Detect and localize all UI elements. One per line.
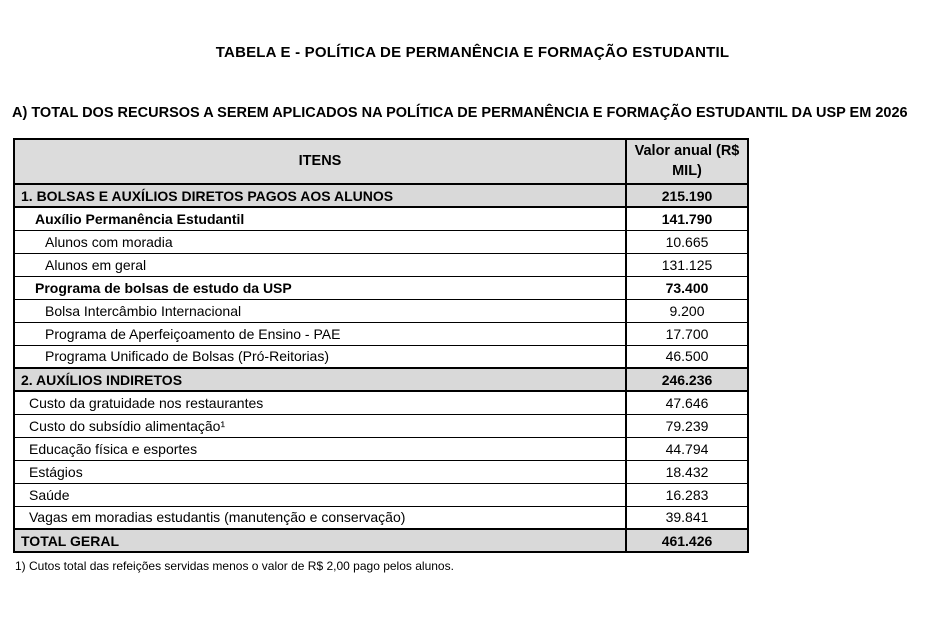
item-label: Programa de bolsas de estudo da USP bbox=[14, 275, 626, 300]
column-header-valor-anual: Valor anual (R$ MIL) bbox=[625, 139, 748, 186]
page-title: TABELA E - POLÍTICA DE PERMANÊNCIA E FOR… bbox=[215, 44, 730, 61]
table-row: Custo da gratuidade nos restaurantes 47.6… bbox=[14, 390, 748, 415]
table-row: 2. AUXÍLIOS INDIRETOS 246.236 bbox=[14, 367, 748, 393]
table-header-row: ITENS Valor anual (R$ MIL) bbox=[14, 139, 748, 186]
table-row: Auxílio Permanência Estudantil 141.790 bbox=[14, 206, 748, 231]
item-value: 46.500 bbox=[625, 344, 748, 369]
table-row: Vagas em moradias estudantis (manutenção… bbox=[14, 505, 748, 530]
item-value: 131.125 bbox=[625, 252, 748, 277]
item-value: 215.190 bbox=[625, 183, 748, 209]
table-row: Educação física e esportes 44.794 bbox=[14, 436, 748, 461]
item-label: Programa Unificado de Bolsas (Pró-Reitor… bbox=[14, 344, 626, 369]
table-body: 1. BOLSAS E AUXÍLIOS DIRETOS PAGOS AOS A… bbox=[14, 183, 748, 554]
item-value: 47.646 bbox=[625, 390, 748, 415]
table-row: 1. BOLSAS E AUXÍLIOS DIRETOS PAGOS AOS A… bbox=[14, 183, 748, 209]
table-row: Saúde 16.283 bbox=[14, 482, 748, 507]
item-value: 39.841 bbox=[625, 505, 748, 530]
table-row: TOTAL GERAL 461.426 bbox=[14, 528, 748, 554]
item-label: Saúde bbox=[14, 482, 626, 507]
item-label: TOTAL GERAL bbox=[14, 528, 626, 554]
item-label: Auxílio Permanência Estudantil bbox=[14, 206, 626, 231]
footnote: 1) Cutos total das refeições servidas me… bbox=[15, 559, 454, 574]
item-value: 10.665 bbox=[625, 229, 748, 254]
table-row: Bolsa Intercâmbio Internacional 9.200 bbox=[14, 298, 748, 323]
item-value: 246.236 bbox=[625, 367, 748, 393]
item-label: Educação física e esportes bbox=[14, 436, 626, 461]
item-value: 73.400 bbox=[625, 275, 748, 300]
item-label: Custo do subsídio alimentação¹ bbox=[14, 413, 626, 438]
table-row: Programa de bolsas de estudo da USP 73.40… bbox=[14, 275, 748, 300]
table-row: Estágios 18.432 bbox=[14, 459, 748, 484]
page-subtitle: A) TOTAL DOS RECURSOS A SEREM APLICADOS … bbox=[12, 105, 908, 121]
table-row: Alunos em geral 131.125 bbox=[14, 252, 748, 277]
item-label: Estágios bbox=[14, 459, 626, 484]
item-label: 2. AUXÍLIOS INDIRETOS bbox=[14, 367, 626, 393]
column-header-itens: ITENS bbox=[14, 139, 626, 186]
item-label: Bolsa Intercâmbio Internacional bbox=[14, 298, 626, 323]
table-row: Alunos com moradia 10.665 bbox=[14, 229, 748, 254]
item-value: 461.426 bbox=[625, 528, 748, 554]
item-value: 16.283 bbox=[625, 482, 748, 507]
item-value: 18.432 bbox=[625, 459, 748, 484]
item-value: 9.200 bbox=[625, 298, 748, 323]
item-value: 141.790 bbox=[625, 206, 748, 231]
item-label: Alunos em geral bbox=[14, 252, 626, 277]
item-value: 79.239 bbox=[625, 413, 748, 438]
item-value: 44.794 bbox=[625, 436, 748, 461]
budget-table: ITENS Valor anual (R$ MIL) 1. BOLSAS E A… bbox=[13, 138, 749, 554]
table-row: Custo do subsídio alimentação¹ 79.239 bbox=[14, 413, 748, 438]
item-label: Alunos com moradia bbox=[14, 229, 626, 254]
table-row: Programa de Aperfeiçoamento de Ensino - … bbox=[14, 321, 748, 346]
item-label: Programa de Aperfeiçoamento de Ensino - … bbox=[14, 321, 626, 346]
item-label: Vagas em moradias estudantis (manutenção… bbox=[14, 505, 626, 530]
item-label: Custo da gratuidade nos restaurantes bbox=[14, 390, 626, 415]
table-row: Programa Unificado de Bolsas (Pró-Reitor… bbox=[14, 344, 748, 369]
item-label: 1. BOLSAS E AUXÍLIOS DIRETOS PAGOS AOS A… bbox=[14, 183, 626, 209]
document-page: TABELA E - POLÍTICA DE PERMANÊNCIA E FOR… bbox=[0, 44, 945, 617]
item-value: 17.700 bbox=[625, 321, 748, 346]
